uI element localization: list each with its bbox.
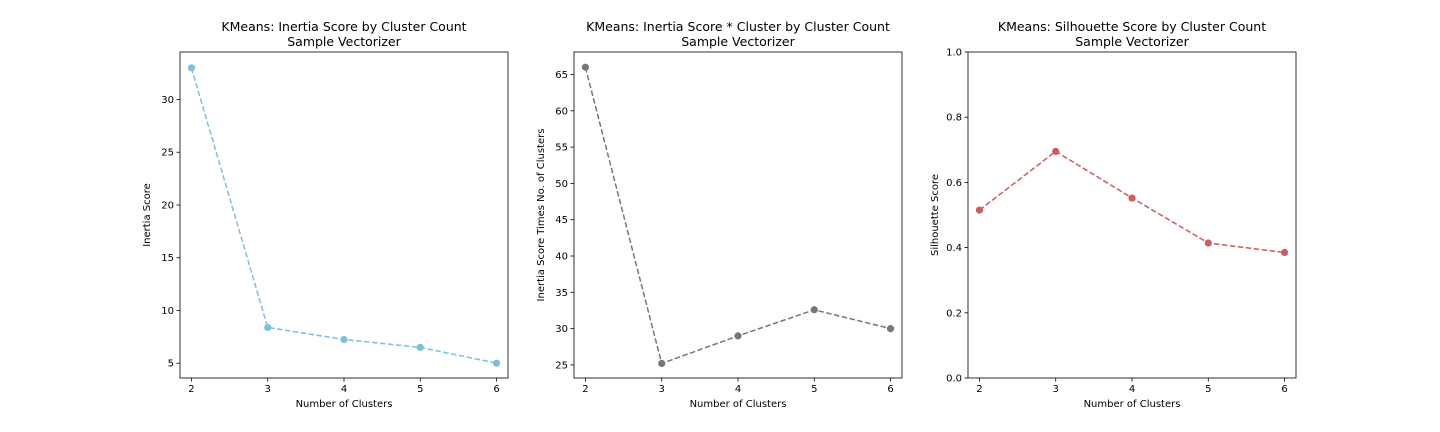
- axes-frame: [179, 51, 509, 379]
- panel-silhouette: KMeans: Silhouette Score by Cluster Coun…: [930, 19, 1297, 410]
- x-tick-label: 6: [493, 384, 499, 395]
- chart-title: KMeans: Inertia Score * Cluster by Clust…: [586, 19, 890, 34]
- y-tick-label: 25: [161, 148, 174, 159]
- y-axis-label: Inertia Score: [142, 183, 153, 247]
- x-tick-label: 5: [1205, 384, 1211, 395]
- chart-subtitle: Sample Vectorizer: [1075, 34, 1189, 49]
- data-point: [187, 64, 196, 72]
- x-tick-label: 2: [976, 384, 982, 395]
- axes-frame: [573, 51, 903, 379]
- chart-title: KMeans: Silhouette Score by Cluster Coun…: [998, 19, 1266, 34]
- y-tick-label: 1.0: [946, 48, 962, 59]
- y-tick-label: 0.2: [946, 308, 962, 319]
- y-tick-label: 60: [555, 106, 568, 117]
- data-point: [1280, 248, 1289, 257]
- x-tick-label: 6: [887, 384, 893, 395]
- x-axis-label: Number of Clusters: [690, 399, 787, 410]
- data-point: [1204, 239, 1212, 247]
- data-point: [886, 325, 895, 333]
- data-point: [416, 343, 424, 352]
- y-tick-label: 65: [555, 70, 568, 81]
- y-tick-label: 15: [161, 253, 174, 264]
- y-tick-label: 35: [555, 288, 568, 299]
- x-tick-label: 2: [582, 384, 588, 395]
- y-tick-label: 30: [161, 95, 174, 106]
- y-tick-label: 0.6: [946, 178, 962, 189]
- x-tick-label: 2: [188, 384, 194, 395]
- y-tick-label: 40: [555, 252, 568, 263]
- y-tick-label: 0.8: [946, 113, 962, 124]
- x-tick-label: 6: [1281, 384, 1287, 395]
- data-point: [1128, 194, 1136, 202]
- y-tick-label: 0.4: [946, 243, 962, 254]
- data-point: [264, 323, 272, 331]
- data-point: [340, 335, 348, 344]
- y-tick-label: 10: [161, 306, 174, 317]
- chart-subtitle: Sample Vectorizer: [287, 34, 401, 49]
- x-axis-label: Number of Clusters: [1084, 399, 1181, 410]
- y-tick-label: 5: [168, 359, 174, 370]
- plot-area: 2 3 4 5 6 5 10 15 20 25 30: [161, 64, 501, 395]
- x-tick-label: 4: [735, 384, 741, 395]
- data-point: [581, 63, 590, 71]
- data-point: [975, 206, 984, 214]
- y-tick-label: 45: [555, 215, 568, 226]
- panel-inertia: KMeans: Inertia Score by Cluster Count S…: [142, 19, 509, 410]
- y-tick-label: 0.0: [946, 374, 962, 385]
- chart-title: KMeans: Inertia Score by Cluster Count: [221, 19, 466, 34]
- chart-subtitle: Sample Vectorizer: [681, 34, 795, 49]
- x-tick-label: 3: [265, 384, 271, 395]
- x-tick-label: 4: [1129, 384, 1135, 395]
- y-axis-label: Silhouette Score: [930, 174, 941, 256]
- x-tick-label: 3: [659, 384, 665, 395]
- y-tick-label: 30: [555, 324, 568, 335]
- y-axis-label: Inertia Score Times No. of Clusters: [536, 129, 547, 302]
- x-tick-label: 5: [417, 384, 423, 395]
- y-tick-label: 25: [555, 360, 568, 371]
- data-point: [734, 332, 742, 340]
- x-tick-label: 3: [1053, 384, 1059, 395]
- data-point: [810, 306, 818, 314]
- data-point: [658, 359, 666, 368]
- y-tick-label: 55: [555, 143, 568, 154]
- plot-area: 2 3 4 5 6 0.0 0.2 0.4 0.6 0.8 1.0: [946, 48, 1289, 395]
- x-axis-label: Number of Clusters: [296, 399, 393, 410]
- x-tick-label: 5: [811, 384, 817, 395]
- panel-inertia-times-clusters: KMeans: Inertia Score * Cluster by Clust…: [536, 19, 903, 410]
- x-tick-label: 4: [341, 384, 347, 395]
- axes-frame: [967, 51, 1297, 379]
- y-tick-label: 50: [555, 179, 568, 190]
- data-point: [492, 359, 501, 367]
- data-point: [1052, 147, 1060, 156]
- y-tick-label: 20: [161, 200, 174, 211]
